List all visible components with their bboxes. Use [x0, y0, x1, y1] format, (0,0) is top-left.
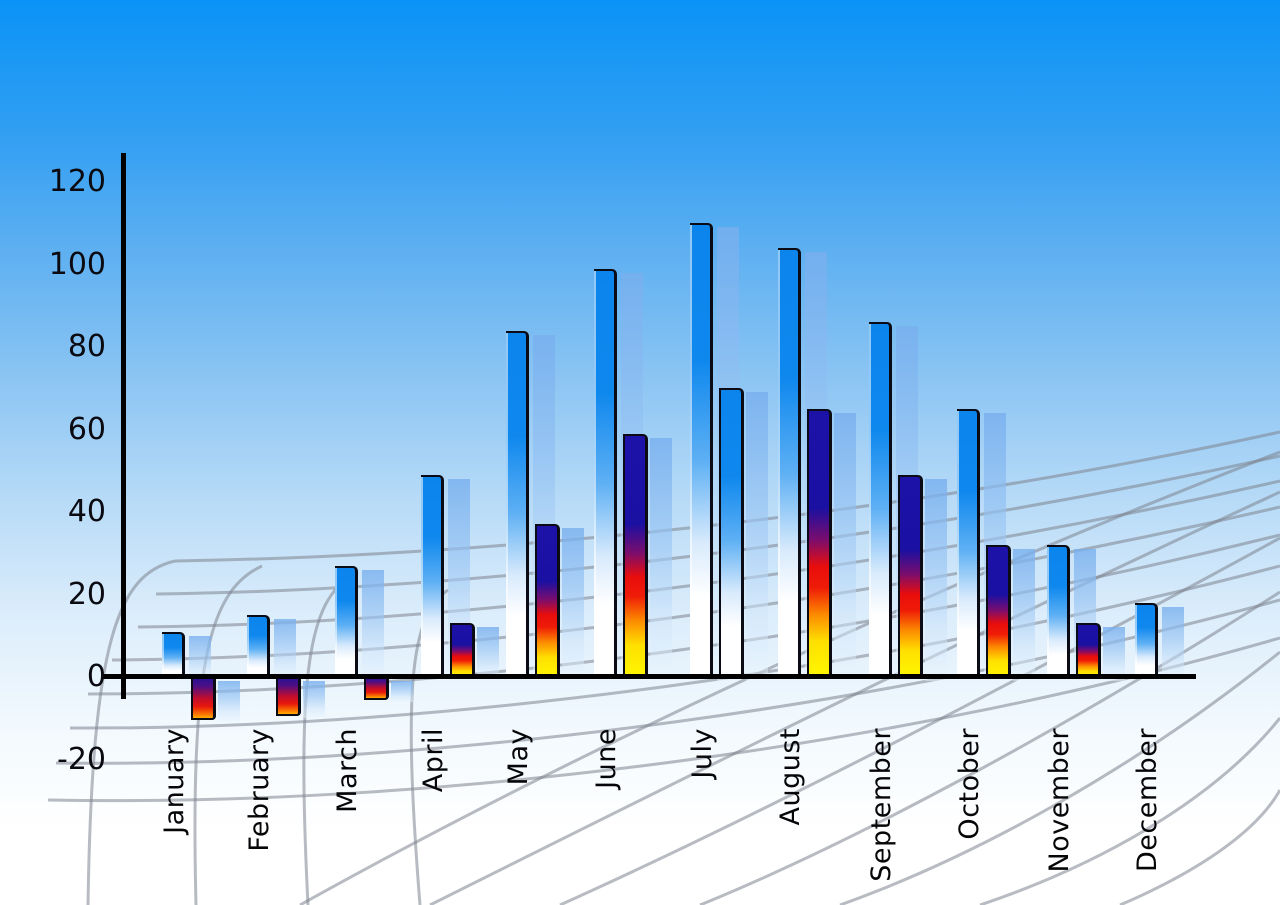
bar-february-primary — [247, 615, 270, 679]
bar-april-primary — [421, 474, 444, 679]
bar-january-secondary — [191, 677, 216, 721]
bar-september-primary — [869, 322, 892, 679]
bar-echo-december-primary — [1162, 606, 1184, 681]
bar-echo-february-secondary — [303, 681, 325, 719]
x-label-april: April — [418, 728, 449, 793]
y-tick-label-0: 0 — [86, 659, 106, 694]
bar-echo-july-secondary — [746, 392, 768, 681]
x-label-july: July — [687, 728, 718, 779]
bar-echo-august-secondary — [834, 412, 856, 681]
bar-may-secondary — [535, 524, 560, 679]
y-tick-label--20: -20 — [57, 741, 106, 777]
bar-echo-march-secondary — [391, 681, 413, 702]
y-tick-label-20: 20 — [67, 576, 106, 612]
bar-december-primary — [1135, 602, 1158, 679]
x-label-march: March — [332, 728, 363, 813]
bar-august-secondary — [807, 408, 832, 679]
bar-april-secondary — [450, 623, 475, 679]
x-label-december: December — [1132, 728, 1163, 873]
bar-march-primary — [335, 565, 358, 679]
bar-february-secondary — [276, 677, 301, 717]
bar-june-primary — [594, 268, 617, 679]
bar-july-secondary — [719, 388, 744, 679]
bar-echo-february-primary — [274, 619, 296, 681]
bar-echo-march-primary — [362, 569, 384, 681]
x-label-october: October — [954, 728, 985, 840]
bar-march-secondary — [364, 677, 389, 700]
bar-echo-april-secondary — [477, 627, 499, 681]
bar-november-secondary — [1076, 623, 1101, 679]
bar-november-primary — [1047, 545, 1070, 679]
bar-echo-june-secondary — [650, 437, 672, 681]
x-label-february: February — [244, 728, 275, 852]
x-label-january: January — [159, 728, 190, 834]
bar-may-primary — [506, 330, 529, 679]
bar-august-primary — [778, 248, 801, 679]
x-axis-zero-line — [103, 674, 1196, 679]
bar-january-primary — [162, 631, 185, 679]
bar-june-secondary — [623, 433, 648, 679]
y-tick-label-60: 60 — [67, 411, 106, 447]
x-label-november: November — [1044, 728, 1075, 873]
bar-echo-september-secondary — [925, 478, 947, 681]
bar-september-secondary — [898, 474, 923, 679]
bar-echo-october-secondary — [1013, 549, 1035, 681]
x-label-august: August — [775, 728, 806, 826]
y-tick-label-100: 100 — [48, 246, 106, 282]
y-tick-label-40: 40 — [67, 494, 106, 529]
bar-echo-january-secondary — [218, 681, 240, 723]
x-label-may: May — [503, 728, 534, 786]
x-label-september: September — [866, 728, 897, 882]
y-tick-label-80: 80 — [67, 329, 106, 364]
y-tick-label-120: 120 — [48, 164, 106, 199]
y-axis-line — [121, 153, 126, 699]
bar-echo-january-primary — [189, 635, 211, 681]
bar-echo-november-secondary — [1103, 627, 1125, 681]
x-label-june: June — [591, 728, 622, 789]
bar-october-primary — [957, 408, 980, 679]
bar-july-primary — [690, 223, 713, 679]
bar-october-secondary — [986, 545, 1011, 679]
bar-echo-may-secondary — [562, 528, 584, 681]
